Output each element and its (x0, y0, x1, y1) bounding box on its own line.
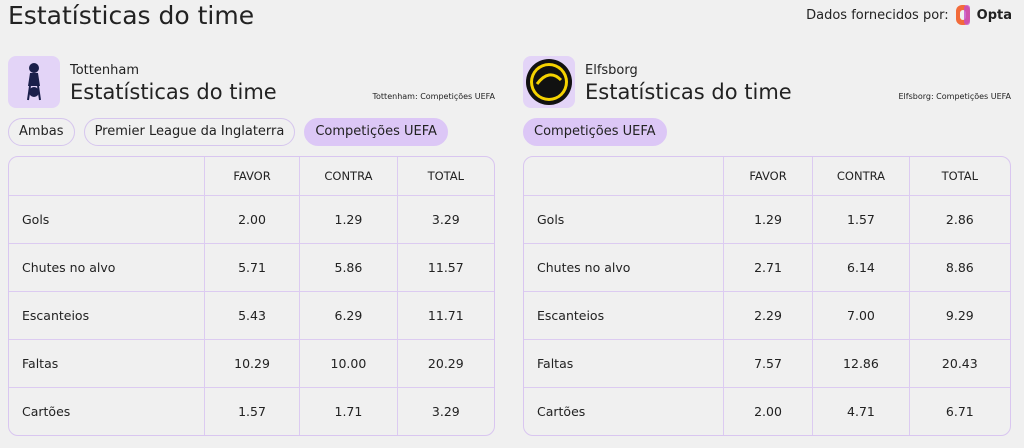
competition-tab[interactable]: Competições UEFA (304, 118, 448, 146)
stats-row: Gols 1.29 1.57 2.86 (524, 195, 1010, 243)
stat-value: 2.29 (722, 292, 812, 339)
provider: Dados fornecidos por: Opta (806, 4, 1012, 26)
context-label: Elfsborg: Competições UEFA (898, 92, 1011, 101)
stats-row: Faltas 7.57 12.86 20.43 (524, 339, 1010, 387)
stat-value: 6.14 (812, 244, 908, 291)
stat-value: 9.29 (908, 292, 1010, 339)
stats-table: FAVOR CONTRA TOTAL Gols 2.00 1.29 3.29 Chutes n… (8, 156, 495, 436)
stats-row: Escanteios 5.43 6.29 11.71 (9, 291, 494, 339)
column-header: FAVOR (722, 157, 812, 195)
stat-value: 5.43 (203, 292, 299, 339)
team-crest (526, 59, 572, 105)
stat-label: Faltas (22, 356, 59, 371)
stat-value: 11.71 (396, 292, 494, 339)
column-header: CONTRA (812, 157, 908, 195)
tab-bar: Ambas Premier League da Inglaterra Competi… (8, 118, 448, 146)
stat-label: Faltas (537, 356, 574, 371)
column-header: TOTAL (396, 157, 494, 195)
stat-value: 7.00 (812, 292, 908, 339)
stat-value: 3.29 (396, 196, 494, 243)
competition-tab[interactable]: Competições UEFA (523, 118, 667, 146)
stat-value: 4.71 (812, 388, 908, 435)
stat-label: Chutes no alvo (22, 260, 116, 275)
column-header: CONTRA (299, 157, 396, 195)
stat-value: 1.57 (203, 388, 299, 435)
stat-value: 11.57 (396, 244, 494, 291)
header-row: FAVOR CONTRA TOTAL (9, 157, 494, 195)
context-label: Tottenham: Competições UEFA (372, 92, 496, 101)
stat-label: Escanteios (22, 308, 90, 323)
column-header: FAVOR (203, 157, 299, 195)
stat-label: Gols (537, 212, 565, 227)
provider-logo (955, 5, 970, 25)
column-header: TOTAL (908, 157, 1010, 195)
stat-value: 3.29 (396, 388, 494, 435)
team-name: Tottenham (70, 63, 139, 78)
team-panel: Elfsborg Estatísticas do time Elfsborg: Co… (523, 56, 1011, 436)
stats-row: Chutes no alvo 5.71 5.86 11.57 (9, 243, 494, 291)
stats-row: Faltas 10.29 10.00 20.29 (9, 339, 494, 387)
stat-value: 10.29 (203, 340, 299, 387)
stat-value: 1.29 (722, 196, 812, 243)
stat-label: Escanteios (537, 308, 605, 323)
provider-name: Opta (976, 7, 1012, 23)
stat-value: 2.71 (722, 244, 812, 291)
tab-bar: Competições UEFA (523, 118, 667, 146)
team-name: Elfsborg (585, 63, 638, 78)
stats-row: Chutes no alvo 2.71 6.14 8.86 (524, 243, 1010, 291)
panel-title: Estatísticas do time (585, 80, 792, 104)
team-logo (523, 56, 575, 108)
stat-value: 7.57 (722, 340, 812, 387)
stat-value: 5.86 (299, 244, 396, 291)
stat-value: 2.00 (203, 196, 299, 243)
stat-label: Chutes no alvo (537, 260, 631, 275)
provider-label: Dados fornecidos por: (806, 7, 949, 23)
stats-row: Cartões 2.00 4.71 6.71 (524, 387, 1010, 435)
panel-title: Estatísticas do time (70, 80, 277, 104)
stat-value: 20.29 (396, 340, 494, 387)
competition-tab[interactable]: Premier League da Inglaterra (83, 118, 296, 146)
stat-value: 8.86 (908, 244, 1010, 291)
stat-value: 12.86 (812, 340, 908, 387)
header-cell (524, 157, 723, 195)
stat-value: 1.57 (812, 196, 908, 243)
stat-value: 6.29 (299, 292, 396, 339)
stat-value: 6.71 (908, 388, 1010, 435)
stat-value: 20.43 (908, 340, 1010, 387)
competition-tab[interactable]: Ambas (8, 118, 75, 146)
header-cell (9, 157, 204, 195)
stat-value: 2.86 (908, 196, 1010, 243)
team-panel: Tottenham Estatísticas do time Tottenham: … (8, 56, 495, 436)
stat-value: 1.71 (299, 388, 396, 435)
stat-value: 1.29 (299, 196, 396, 243)
stats-row: Escanteios 2.29 7.00 9.29 (524, 291, 1010, 339)
stat-label: Cartões (22, 404, 71, 419)
stats-table: FAVOR CONTRA TOTAL Gols 1.29 1.57 2.86 Chutes n… (523, 156, 1011, 436)
header-row: FAVOR CONTRA TOTAL (524, 157, 1010, 195)
stat-value: 10.00 (299, 340, 396, 387)
team-logo (8, 56, 60, 108)
stat-value: 2.00 (722, 388, 812, 435)
stats-row: Cartões 1.57 1.71 3.29 (9, 387, 494, 435)
stat-value: 5.71 (203, 244, 299, 291)
team-crest (27, 63, 41, 101)
stat-label: Gols (22, 212, 50, 227)
stat-label: Cartões (537, 404, 586, 419)
page-title: Estatísticas do time (8, 1, 255, 30)
stats-row: Gols 2.00 1.29 3.29 (9, 195, 494, 243)
